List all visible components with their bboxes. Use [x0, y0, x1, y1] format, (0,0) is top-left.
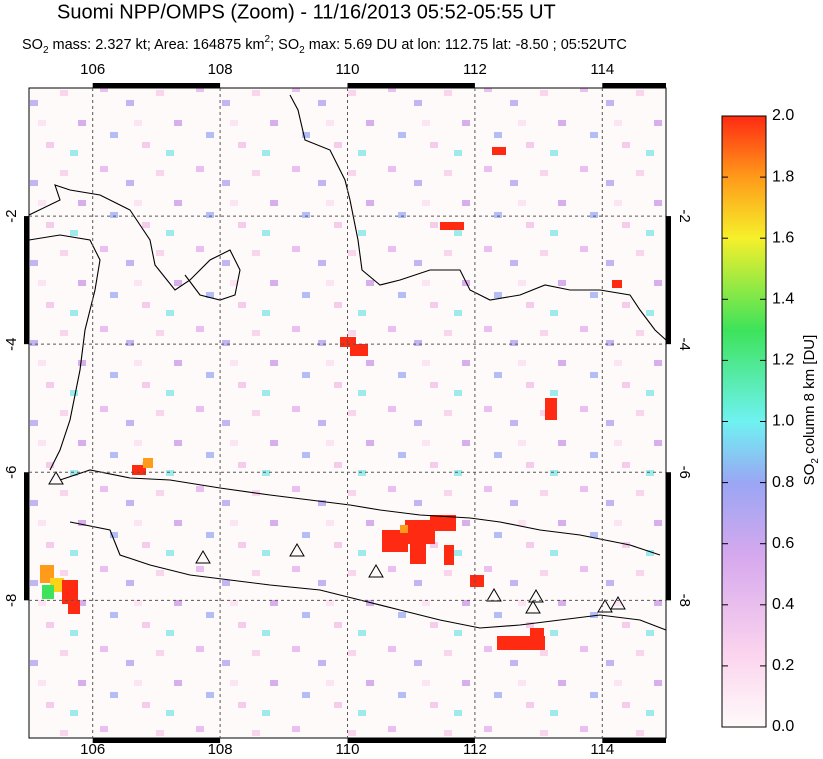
x-tick-label: 114 — [590, 61, 614, 78]
text-run: 2 — [43, 45, 49, 56]
colorbar-tick-label: 0.2 — [772, 657, 794, 674]
frame-bar — [602, 83, 666, 88]
colorbar-tick-label: 1.6 — [772, 229, 794, 246]
y-tick-label: -8 — [3, 594, 20, 607]
y-tick-label: -6 — [676, 466, 693, 479]
y-tick-label: -4 — [676, 337, 693, 350]
colorbar-tick-label: 1.8 — [772, 168, 794, 185]
text-run: SO — [801, 464, 818, 486]
x-tick-label: 108 — [208, 61, 233, 78]
frame-bar — [24, 472, 29, 601]
frame-bar — [92, 738, 221, 743]
frame-bar — [602, 738, 666, 743]
hotspots — [40, 147, 622, 650]
y-tick-label: -2 — [676, 209, 693, 222]
text-run: 2 — [265, 34, 271, 45]
frame-bar — [24, 216, 29, 345]
x-tick-label: 112 — [463, 61, 487, 78]
text-run: max: 5.69 DU at lon: 112.75 lat: -8.50 ;… — [305, 37, 627, 53]
y-tick-label: -2 — [3, 209, 20, 222]
text-run: mass: 2.327 kt; Area: 164875 km — [49, 37, 265, 53]
colorbar-tick-label: 2.0 — [772, 107, 794, 124]
text-run: column 8 km [DU] — [801, 335, 818, 458]
text-run: ; SO — [270, 37, 299, 53]
x-tick-label: 114 — [590, 741, 614, 758]
colorbar-tick-label: 0.8 — [772, 474, 794, 491]
colorbar-tick-label: 0.4 — [772, 596, 794, 613]
frame-bar — [666, 472, 671, 601]
colorbar-label: SO2 column 8 km [DU] — [801, 335, 821, 486]
text-run: 2 — [299, 45, 305, 56]
text-run: 2 — [810, 458, 821, 464]
frame-bar — [666, 216, 671, 345]
subtitle: SO2 mass: 2.327 kt; Area: 164875 km2; SO… — [22, 34, 627, 56]
frame-bar — [347, 83, 475, 88]
title: Suomi NPP/OMPS (Zoom) - 11/16/2013 05:52… — [57, 1, 556, 23]
frame-bar — [92, 83, 221, 88]
x-tick-label: 108 — [208, 741, 233, 758]
text-run: SO — [22, 37, 43, 53]
colorbar-tick-label: 1.0 — [772, 413, 794, 430]
y-tick-label: -4 — [3, 337, 20, 350]
y-tick-label: -8 — [676, 594, 693, 607]
y-tick-label: -6 — [3, 466, 20, 479]
colorbar — [721, 115, 767, 728]
x-tick-label: 106 — [80, 741, 105, 758]
volcanoes — [48, 471, 626, 614]
x-tick-label: 110 — [336, 61, 360, 78]
x-tick-label: 112 — [463, 741, 487, 758]
x-tick-label: 106 — [80, 61, 105, 78]
colorbar-tick-label: 0.0 — [772, 718, 794, 735]
x-tick-label: 110 — [336, 741, 360, 758]
colorbar-tick-label: 1.4 — [772, 291, 794, 308]
colorbar-tick-label: 1.2 — [772, 352, 794, 369]
colorbar-tick-label: 0.6 — [772, 535, 794, 552]
frame-bar — [347, 738, 475, 743]
